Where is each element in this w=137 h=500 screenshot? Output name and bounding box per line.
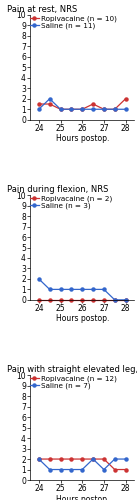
Ropivacaine (n = 2) <box>92 297 94 303</box>
Saline (n = 3) <box>71 286 72 292</box>
Ropivacaine (n = 2) <box>114 297 116 303</box>
Ropivacaine (n = 12) <box>71 456 72 462</box>
Line: Ropivacaine (n = 10): Ropivacaine (n = 10) <box>37 98 127 111</box>
Ropivacaine (n = 12) <box>92 456 94 462</box>
Ropivacaine (n = 10) <box>114 106 116 112</box>
Ropivacaine (n = 2) <box>81 297 83 303</box>
Text: Pain at rest, NRS: Pain at rest, NRS <box>7 5 78 14</box>
Ropivacaine (n = 2) <box>60 297 61 303</box>
Saline (n = 7) <box>92 456 94 462</box>
Ropivacaine (n = 2) <box>49 297 50 303</box>
Ropivacaine (n = 12) <box>38 456 40 462</box>
Saline (n = 11) <box>81 106 83 112</box>
Legend: Ropivacaine (n = 2), Saline (n = 3): Ropivacaine (n = 2), Saline (n = 3) <box>30 195 112 210</box>
Saline (n = 11) <box>103 106 105 112</box>
Line: Saline (n = 3): Saline (n = 3) <box>37 278 127 301</box>
Ropivacaine (n = 2) <box>125 297 126 303</box>
Saline (n = 7) <box>103 466 105 472</box>
Ropivacaine (n = 12) <box>103 456 105 462</box>
Saline (n = 11) <box>60 106 61 112</box>
Ropivacaine (n = 10) <box>125 96 126 102</box>
Ropivacaine (n = 2) <box>103 297 105 303</box>
Saline (n = 3) <box>103 286 105 292</box>
Line: Saline (n = 11): Saline (n = 11) <box>37 98 127 111</box>
Saline (n = 11) <box>49 96 50 102</box>
Saline (n = 11) <box>92 106 94 112</box>
X-axis label: Hours postop.: Hours postop. <box>55 494 109 500</box>
Ropivacaine (n = 12) <box>81 456 83 462</box>
Ropivacaine (n = 2) <box>71 297 72 303</box>
Ropivacaine (n = 10) <box>60 106 61 112</box>
Legend: Ropivacaine (n = 10), Saline (n = 11): Ropivacaine (n = 10), Saline (n = 11) <box>30 15 117 29</box>
Saline (n = 3) <box>81 286 83 292</box>
Saline (n = 11) <box>114 106 116 112</box>
Ropivacaine (n = 10) <box>38 101 40 107</box>
Ropivacaine (n = 2) <box>38 297 40 303</box>
Line: Ropivacaine (n = 2): Ropivacaine (n = 2) <box>37 298 127 302</box>
Ropivacaine (n = 10) <box>49 101 50 107</box>
Saline (n = 11) <box>38 106 40 112</box>
Saline (n = 7) <box>71 466 72 472</box>
Line: Ropivacaine (n = 12): Ropivacaine (n = 12) <box>37 458 127 471</box>
Saline (n = 7) <box>81 466 83 472</box>
Saline (n = 3) <box>38 276 40 282</box>
Ropivacaine (n = 12) <box>49 456 50 462</box>
Saline (n = 7) <box>60 466 61 472</box>
Saline (n = 3) <box>49 286 50 292</box>
Ropivacaine (n = 10) <box>92 101 94 107</box>
Ropivacaine (n = 10) <box>103 106 105 112</box>
Saline (n = 7) <box>125 456 126 462</box>
Saline (n = 3) <box>60 286 61 292</box>
X-axis label: Hours postop.: Hours postop. <box>55 314 109 324</box>
X-axis label: Hours postop.: Hours postop. <box>55 134 109 143</box>
Text: Pain during flexion, NRS: Pain during flexion, NRS <box>7 186 109 194</box>
Saline (n = 11) <box>125 106 126 112</box>
Text: Pain with straight elevated leg, NRS: Pain with straight elevated leg, NRS <box>7 366 137 374</box>
Ropivacaine (n = 10) <box>71 106 72 112</box>
Saline (n = 3) <box>114 297 116 303</box>
Saline (n = 7) <box>49 466 50 472</box>
Saline (n = 3) <box>125 297 126 303</box>
Saline (n = 3) <box>92 286 94 292</box>
Ropivacaine (n = 12) <box>114 466 116 472</box>
Line: Saline (n = 7): Saline (n = 7) <box>37 458 127 471</box>
Saline (n = 11) <box>71 106 72 112</box>
Legend: Ropivacaine (n = 12), Saline (n = 7): Ropivacaine (n = 12), Saline (n = 7) <box>30 376 117 390</box>
Ropivacaine (n = 10) <box>81 106 83 112</box>
Saline (n = 7) <box>114 456 116 462</box>
Ropivacaine (n = 12) <box>125 466 126 472</box>
Saline (n = 7) <box>38 456 40 462</box>
Ropivacaine (n = 12) <box>60 456 61 462</box>
